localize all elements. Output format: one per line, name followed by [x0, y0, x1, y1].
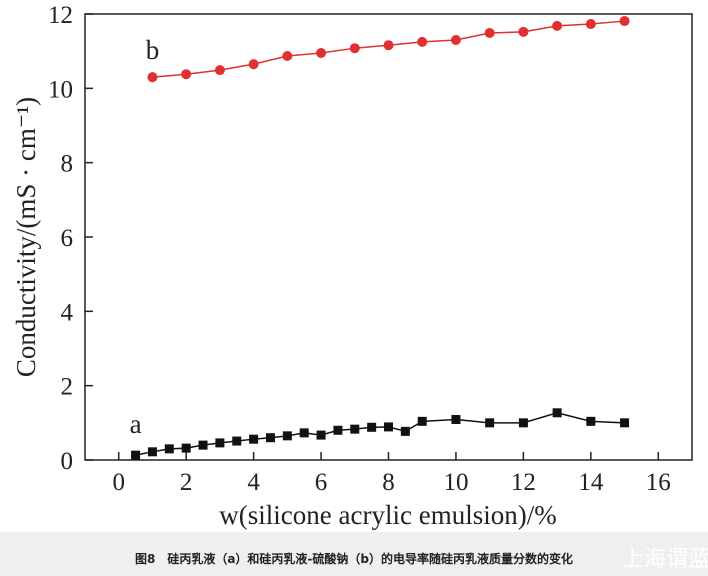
- watermark: 上海谓蓝: [622, 547, 708, 572]
- marker: [619, 16, 630, 27]
- y-tick-label: 8: [61, 151, 74, 178]
- marker: [518, 418, 528, 428]
- caption: 图8 硅丙乳液（a）和硅丙乳液-硫酸钠（b）的电导率随硅丙乳液质量分数的变化: [135, 551, 573, 566]
- x-tick-label: 10: [443, 469, 468, 496]
- x-tick-label: 0: [112, 469, 125, 496]
- marker: [198, 440, 208, 450]
- marker: [249, 434, 259, 444]
- marker: [518, 26, 529, 37]
- marker: [164, 444, 174, 454]
- x-tick-label: 4: [247, 469, 260, 496]
- marker: [620, 418, 630, 428]
- marker: [485, 418, 495, 428]
- x-tick-label: 2: [180, 469, 193, 496]
- marker: [400, 426, 410, 436]
- y-tick-label: 0: [61, 448, 74, 475]
- y-tick-label: 10: [48, 76, 73, 103]
- marker: [299, 428, 309, 438]
- y-tick-label: 4: [61, 299, 74, 326]
- marker: [384, 422, 393, 432]
- y-tick-label: 6: [61, 225, 74, 252]
- x-tick-label: 6: [315, 469, 328, 496]
- marker: [333, 425, 343, 435]
- marker: [265, 433, 275, 443]
- plot-frame: [84, 13, 693, 461]
- marker: [585, 19, 596, 30]
- series-label: a: [130, 409, 142, 439]
- marker: [181, 443, 191, 453]
- marker: [417, 36, 428, 47]
- marker: [552, 20, 563, 31]
- series-label: b: [146, 35, 160, 65]
- marker: [367, 422, 377, 432]
- y-axis-label: Conductivity/(mS · cm⁻¹): [11, 97, 41, 377]
- marker: [181, 69, 192, 80]
- x-tick-label: 12: [511, 469, 536, 496]
- x-tick-label: 14: [578, 469, 604, 496]
- marker: [552, 408, 562, 418]
- marker: [484, 27, 495, 38]
- caption-band: [0, 532, 708, 576]
- marker: [417, 416, 427, 426]
- marker: [215, 438, 225, 448]
- marker: [214, 65, 225, 76]
- marker: [451, 414, 461, 424]
- marker: [383, 40, 394, 51]
- marker: [147, 72, 158, 83]
- marker: [316, 48, 327, 59]
- x-tick-label: 8: [382, 469, 395, 496]
- marker: [248, 59, 259, 70]
- x-axis-label: w(silicone acrylic emulsion)/%: [219, 500, 556, 530]
- marker: [586, 416, 596, 426]
- y-tick-label: 12: [48, 2, 73, 29]
- marker: [349, 43, 360, 54]
- series-line: [135, 412, 625, 456]
- x-tick-label: 16: [646, 469, 671, 496]
- marker: [316, 430, 326, 440]
- marker: [282, 431, 292, 441]
- marker: [147, 447, 157, 457]
- y-tick-label: 2: [61, 374, 74, 401]
- marker: [350, 424, 360, 434]
- marker: [450, 35, 461, 46]
- marker: [232, 436, 242, 446]
- marker: [131, 450, 141, 460]
- marker: [282, 50, 293, 61]
